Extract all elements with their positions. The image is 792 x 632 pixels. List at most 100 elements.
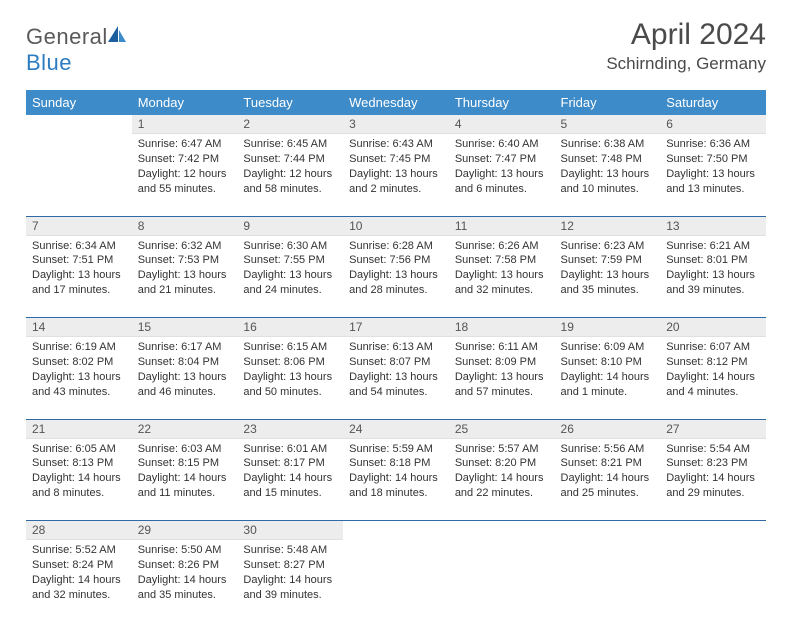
sunrise-text: Sunrise: 6:01 AM <box>243 442 337 457</box>
day-header-row: SundayMondayTuesdayWednesdayThursdayFrid… <box>26 90 766 115</box>
day-detail: Sunrise: 5:56 AMSunset: 8:21 PMDaylight:… <box>555 439 661 505</box>
sunset-text: Sunset: 8:09 PM <box>455 355 549 370</box>
daylight-text: Daylight: 13 hours and 50 minutes. <box>243 370 337 400</box>
sunset-text: Sunset: 7:55 PM <box>243 253 337 268</box>
day-cell: Sunrise: 6:34 AMSunset: 7:51 PMDaylight:… <box>26 236 132 318</box>
daylight-text: Daylight: 14 hours and 39 minutes. <box>243 573 337 603</box>
sunrise-text: Sunrise: 6:03 AM <box>138 442 232 457</box>
day-number-cell: 22 <box>132 419 238 439</box>
day-cell: Sunrise: 6:47 AMSunset: 7:42 PMDaylight:… <box>132 134 238 216</box>
brand-part2: Blue <box>26 50 72 75</box>
sunrise-text: Sunrise: 5:50 AM <box>138 543 232 558</box>
day-number <box>555 521 661 526</box>
calendar-head: SundayMondayTuesdayWednesdayThursdayFrid… <box>26 90 766 115</box>
day-number: 10 <box>343 217 449 236</box>
sunset-text: Sunset: 8:21 PM <box>561 456 655 471</box>
day-number-cell: 18 <box>449 318 555 338</box>
day-detail: Sunrise: 6:36 AMSunset: 7:50 PMDaylight:… <box>660 134 766 200</box>
daylight-text: Daylight: 14 hours and 4 minutes. <box>666 370 760 400</box>
sunrise-text: Sunrise: 5:54 AM <box>666 442 760 457</box>
day-number-row: 78910111213 <box>26 216 766 236</box>
daylight-text: Daylight: 13 hours and 2 minutes. <box>349 167 443 197</box>
day-content-row: Sunrise: 6:05 AMSunset: 8:13 PMDaylight:… <box>26 439 766 521</box>
calendar-body: 123456Sunrise: 6:47 AMSunset: 7:42 PMDay… <box>26 115 766 622</box>
day-cell: Sunrise: 6:28 AMSunset: 7:56 PMDaylight:… <box>343 236 449 318</box>
day-number: 27 <box>660 420 766 439</box>
day-number-cell: 9 <box>237 216 343 236</box>
day-detail: Sunrise: 6:47 AMSunset: 7:42 PMDaylight:… <box>132 134 238 200</box>
daylight-text: Daylight: 12 hours and 58 minutes. <box>243 167 337 197</box>
day-cell <box>660 540 766 622</box>
day-content-row: Sunrise: 6:19 AMSunset: 8:02 PM Daylight:… <box>26 337 766 419</box>
daylight-text: Daylight: 14 hours and 35 minutes. <box>138 573 232 603</box>
day-detail: Sunrise: 6:07 AMSunset: 8:12 PMDaylight:… <box>660 337 766 403</box>
sunrise-text: Sunrise: 6:23 AM <box>561 239 655 254</box>
sunrise-text: Sunrise: 6:19 AM <box>32 340 126 355</box>
day-detail: Sunrise: 5:59 AMSunset: 8:18 PMDaylight:… <box>343 439 449 505</box>
sunrise-text: Sunrise: 6:36 AM <box>666 137 760 152</box>
day-detail: Sunrise: 6:30 AMSunset: 7:55 PMDaylight:… <box>237 236 343 302</box>
day-number: 11 <box>449 217 555 236</box>
day-cell: Sunrise: 6:45 AMSunset: 7:44 PMDaylight:… <box>237 134 343 216</box>
day-number: 7 <box>26 217 132 236</box>
daylight-text: Daylight: 13 hours and 54 minutes. <box>349 370 443 400</box>
daylight-text: Daylight: 13 hours and 35 minutes. <box>561 268 655 298</box>
day-detail: Sunrise: 6:01 AMSunset: 8:17 PMDaylight:… <box>237 439 343 505</box>
day-number-cell: 7 <box>26 216 132 236</box>
sunrise-text: Sunrise: 5:52 AM <box>32 543 126 558</box>
day-number: 9 <box>237 217 343 236</box>
day-number-cell: 1 <box>132 115 238 134</box>
day-number-cell: 16 <box>237 318 343 338</box>
day-detail: Sunrise: 6:43 AMSunset: 7:45 PMDaylight:… <box>343 134 449 200</box>
day-detail: Sunrise: 5:54 AMSunset: 8:23 PMDaylight:… <box>660 439 766 505</box>
day-cell: Sunrise: 6:36 AMSunset: 7:50 PMDaylight:… <box>660 134 766 216</box>
day-number-cell: 4 <box>449 115 555 134</box>
brand-name: GeneralBlue <box>26 24 128 76</box>
day-cell: Sunrise: 6:11 AMSunset: 8:09 PMDaylight:… <box>449 337 555 419</box>
daylight-text: Daylight: 13 hours and 17 minutes. <box>32 268 126 298</box>
day-number-row: 21222324252627 <box>26 419 766 439</box>
daylight-text: Daylight: 13 hours and 39 minutes. <box>666 268 760 298</box>
day-cell: Sunrise: 6:09 AMSunset: 8:10 PMDaylight:… <box>555 337 661 419</box>
day-number: 20 <box>660 318 766 337</box>
day-number: 24 <box>343 420 449 439</box>
day-number-cell: 11 <box>449 216 555 236</box>
day-number: 6 <box>660 115 766 134</box>
location-subtitle: Schirnding, Germany <box>606 54 766 74</box>
day-number: 12 <box>555 217 661 236</box>
day-detail: Sunrise: 6:34 AMSunset: 7:51 PMDaylight:… <box>26 236 132 302</box>
day-detail: Sunrise: 5:48 AMSunset: 8:27 PMDaylight:… <box>237 540 343 606</box>
day-number-cell: 25 <box>449 419 555 439</box>
sunset-text: Sunset: 8:15 PM <box>138 456 232 471</box>
daylight-text: Daylight: 13 hours and 46 minutes. <box>138 370 232 400</box>
brand-part1: General <box>26 24 108 49</box>
day-number: 18 <box>449 318 555 337</box>
day-detail: Sunrise: 6:23 AMSunset: 7:59 PMDaylight:… <box>555 236 661 302</box>
day-number-cell: 5 <box>555 115 661 134</box>
day-number-cell: 26 <box>555 419 661 439</box>
day-header: Tuesday <box>237 90 343 115</box>
day-detail: Sunrise: 6:05 AMSunset: 8:13 PMDaylight:… <box>26 439 132 505</box>
day-number: 19 <box>555 318 661 337</box>
day-content-row: Sunrise: 6:47 AMSunset: 7:42 PMDaylight:… <box>26 134 766 216</box>
sunrise-text: Sunrise: 6:11 AM <box>455 340 549 355</box>
day-cell: Sunrise: 6:40 AMSunset: 7:47 PMDaylight:… <box>449 134 555 216</box>
daylight-text: Daylight: 12 hours and 55 minutes. <box>138 167 232 197</box>
day-number-cell: 6 <box>660 115 766 134</box>
day-detail: Sunrise: 6:21 AMSunset: 8:01 PMDaylight:… <box>660 236 766 302</box>
day-number-cell: 30 <box>237 521 343 541</box>
day-cell: Sunrise: 5:48 AMSunset: 8:27 PMDaylight:… <box>237 540 343 622</box>
day-number: 17 <box>343 318 449 337</box>
day-detail: Sunrise: 5:50 AMSunset: 8:26 PMDaylight:… <box>132 540 238 606</box>
sunrise-text: Sunrise: 6:26 AM <box>455 239 549 254</box>
day-number: 8 <box>132 217 238 236</box>
sunset-text: Sunset: 8:02 PM <box>32 355 126 370</box>
day-number-cell: 19 <box>555 318 661 338</box>
day-number-cell: 15 <box>132 318 238 338</box>
day-number-cell: 20 <box>660 318 766 338</box>
day-cell: Sunrise: 6:21 AMSunset: 8:01 PMDaylight:… <box>660 236 766 318</box>
day-cell: Sunrise: 6:43 AMSunset: 7:45 PMDaylight:… <box>343 134 449 216</box>
month-title: April 2024 <box>606 18 766 52</box>
day-cell: Sunrise: 6:13 AMSunset: 8:07 PMDaylight:… <box>343 337 449 419</box>
day-cell: Sunrise: 5:59 AMSunset: 8:18 PMDaylight:… <box>343 439 449 521</box>
